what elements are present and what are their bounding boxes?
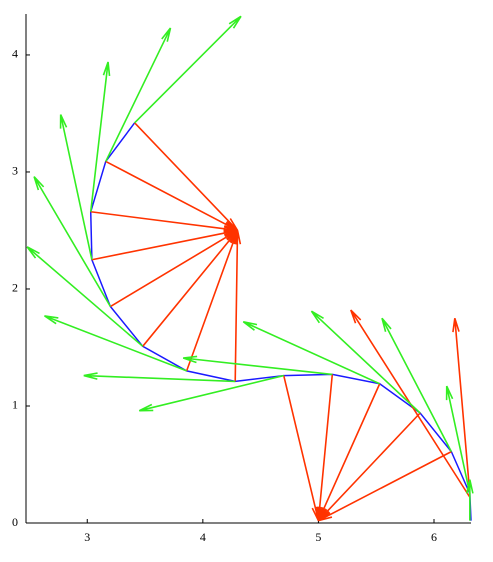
arrow — [105, 27, 172, 162]
arrow — [105, 160, 239, 232]
arrow — [142, 229, 239, 347]
arrow — [317, 383, 381, 522]
arrow — [317, 450, 452, 522]
y-tick-label: 4 — [12, 47, 18, 61]
x-tick-label: 6 — [431, 530, 437, 544]
arrow — [33, 176, 112, 307]
arrow — [90, 210, 238, 233]
arrow — [138, 374, 284, 412]
arrow — [26, 246, 144, 347]
arrow — [381, 317, 453, 452]
arrow — [310, 310, 421, 414]
arrow — [317, 412, 421, 522]
arrow — [89, 61, 111, 212]
arrow — [109, 229, 239, 308]
curve — [89, 122, 472, 521]
arrow — [44, 315, 187, 372]
arrow — [452, 317, 471, 494]
arrow — [233, 230, 242, 382]
arrow — [315, 374, 334, 521]
x-tick-label: 4 — [200, 530, 206, 544]
arrow — [134, 122, 239, 232]
arrow — [445, 385, 471, 494]
arrow — [83, 372, 236, 383]
y-tick-label: 2 — [12, 281, 18, 295]
y-tick-label: 3 — [12, 164, 18, 178]
y-tick-label: 1 — [12, 398, 18, 412]
x-tick-label: 3 — [84, 530, 90, 544]
arrow — [59, 114, 93, 260]
arrow — [182, 355, 333, 376]
arrow — [91, 229, 238, 261]
arrow — [134, 15, 242, 124]
y-tick-label: 0 — [12, 515, 18, 529]
x-tick-label: 5 — [315, 530, 321, 544]
arrow — [282, 375, 320, 522]
arrow — [466, 479, 474, 521]
arrow — [242, 320, 381, 385]
arrow — [185, 230, 239, 372]
